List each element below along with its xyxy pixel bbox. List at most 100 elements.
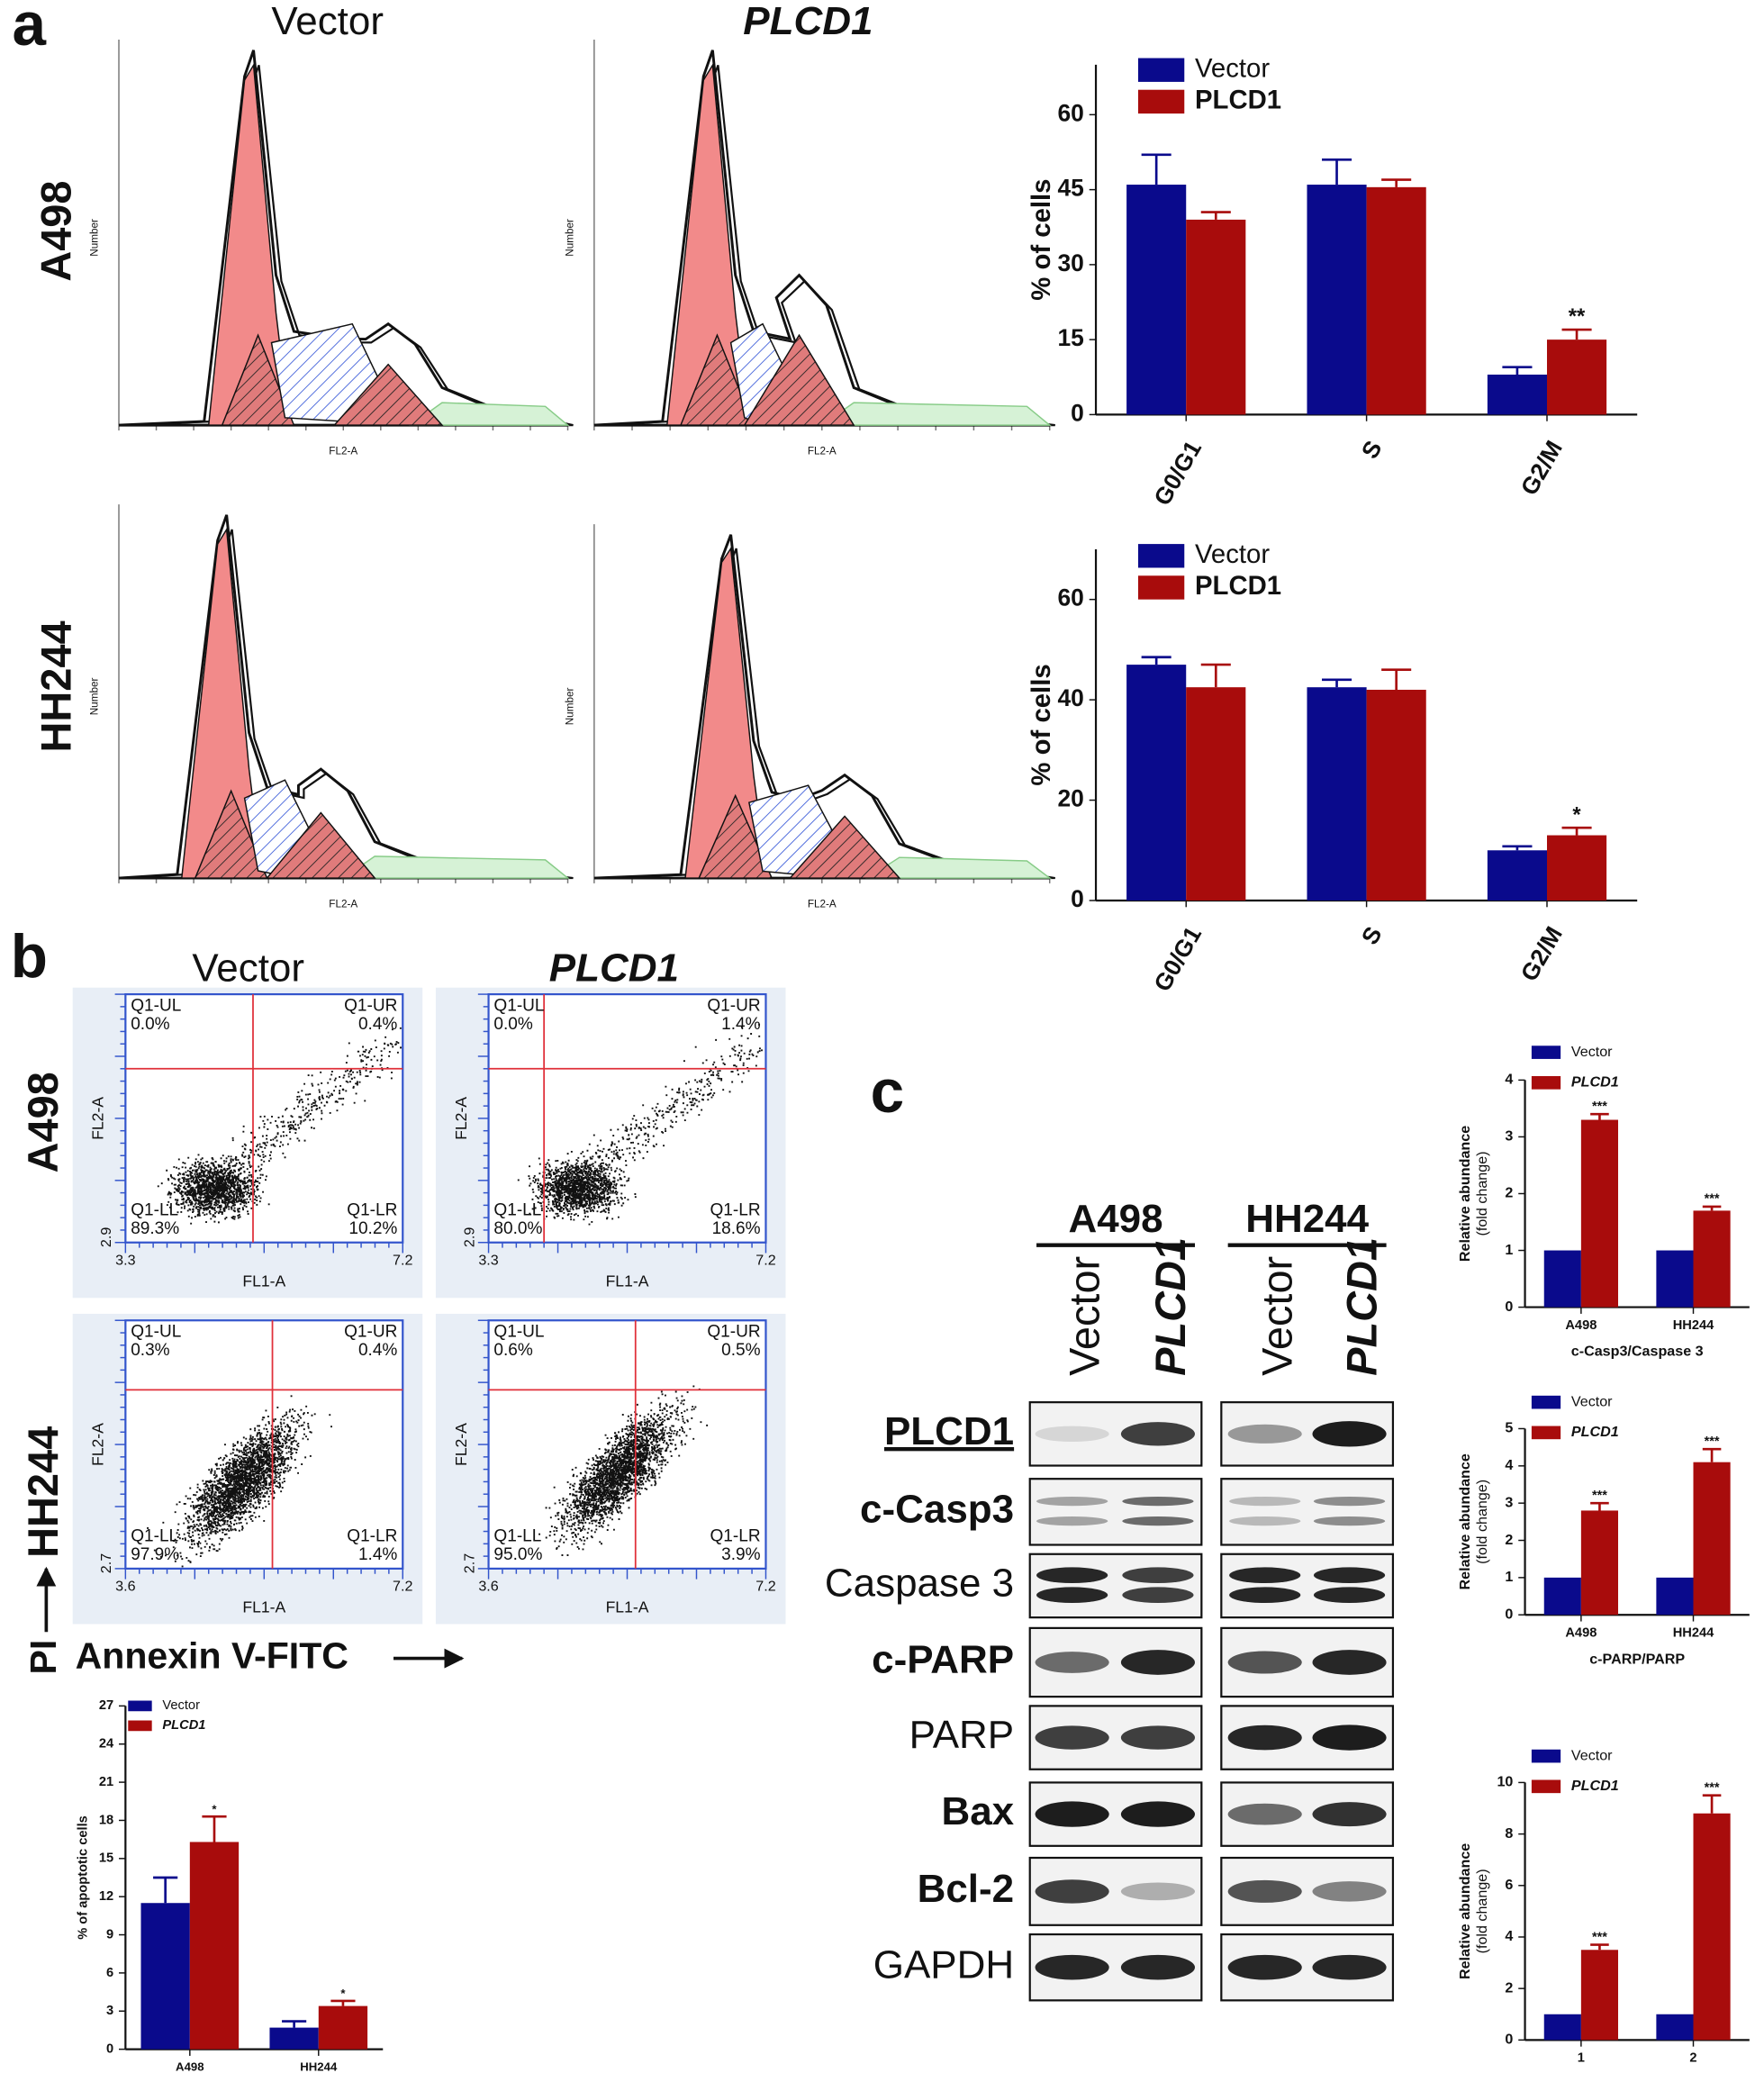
quadrant-percent: 0.6%: [493, 1341, 532, 1360]
y-tick-label: 1: [1505, 1569, 1513, 1585]
x-axis-label: c-Casp3/Caspase 3: [1571, 1344, 1704, 1360]
hist-x-label: FL2-A: [329, 446, 357, 457]
bar: [1693, 1462, 1731, 1616]
hist-y-label: Number: [89, 678, 101, 716]
error-bar: [1590, 1501, 1609, 1511]
quadrant-name: Q1-LR: [710, 1201, 760, 1220]
axis-caption: Annexin V-FITC: [76, 1634, 348, 1676]
blot-frame: [1028, 1552, 1203, 1619]
legend-swatch: [1531, 1395, 1561, 1409]
x-tick-label: A498: [1565, 1626, 1597, 1641]
blot-band: [1229, 1496, 1301, 1507]
scatter-events: [517, 1023, 763, 1226]
blot-band: [1120, 1725, 1195, 1750]
protein-label: c-PARP: [872, 1638, 1014, 1682]
lane-label: PLCD1: [1339, 1237, 1386, 1376]
x-tick-label: A498: [1565, 1318, 1597, 1333]
significance-label: **: [1569, 304, 1586, 329]
blot-band: [1120, 1882, 1195, 1901]
quadrant-percent: 18.6%: [712, 1219, 761, 1238]
quadrant-name: Q1-UR: [344, 996, 397, 1015]
legend-label: Vector: [1571, 1393, 1613, 1409]
error-bar: [1322, 158, 1352, 186]
quadrant-name: Q1-UR: [707, 1322, 760, 1341]
legend-swatch: [1531, 1426, 1561, 1440]
blot-band: [1312, 1881, 1387, 1902]
y-tick-label: 60: [1057, 584, 1083, 611]
y-axis-label: % of cells: [1027, 664, 1056, 785]
bar: [1487, 850, 1547, 901]
lane-label: Vector: [1062, 1256, 1108, 1376]
bar: [1366, 186, 1426, 415]
error-bar: [1200, 211, 1231, 220]
blot-band: [1227, 1724, 1302, 1751]
bar: [1580, 1119, 1619, 1308]
quadrant-name: Q1-UL: [131, 996, 181, 1015]
column-header: Vector: [192, 946, 304, 990]
legend-label: PLCD1: [1195, 571, 1281, 601]
legend-swatch: [1531, 1075, 1561, 1090]
hist-g2-peak: [265, 811, 376, 879]
scatter-x-min: 3.3: [115, 1253, 135, 1269]
scatter-x-label: FL1-A: [606, 1598, 649, 1616]
significance-label: ***: [1592, 1489, 1607, 1503]
y-tick-label: 5: [1505, 1420, 1513, 1436]
significance-label: ***: [1705, 1435, 1720, 1449]
blot-band: [1312, 1650, 1387, 1675]
legend-swatch: [1531, 1779, 1561, 1794]
legend-label: PLCD1: [1571, 1778, 1619, 1794]
significance-label: ***: [1592, 1100, 1607, 1114]
x-tick-label: G0/G1: [1148, 436, 1207, 510]
hist-g2-peak: [332, 363, 444, 426]
blot-band: [1035, 1652, 1109, 1673]
protein-label: GAPDH: [873, 1942, 1014, 1987]
error-bar: [1502, 366, 1533, 375]
y-tick-label: 1: [1505, 1242, 1513, 1258]
error-bar: [1561, 328, 1592, 340]
quadrant-percent: 0.0%: [493, 1015, 532, 1034]
legend-label: PLCD1: [1195, 86, 1281, 115]
quadrant-percent: 0.4%: [358, 1341, 397, 1360]
hist-y-label: Number: [565, 688, 576, 726]
blot-band: [1036, 1516, 1108, 1526]
quadrant-name: Q1-UL: [493, 996, 544, 1015]
scatter-y-min: 2.7: [461, 1553, 477, 1573]
y-tick-label: 2: [1505, 1532, 1513, 1548]
hist-y-label: Number: [565, 219, 576, 257]
blot-frame: [1220, 1478, 1395, 1546]
error-bar: [1322, 678, 1352, 688]
error-bar: [1561, 826, 1592, 836]
x-tick-label: G2/M: [1515, 436, 1568, 500]
y-tick-label: 0: [1505, 2032, 1513, 2048]
scatter-y-min: 2.9: [461, 1227, 477, 1247]
blot-band: [1227, 1954, 1302, 1980]
y-tick-label: 3: [106, 2004, 113, 2018]
blot-band: [1227, 1424, 1302, 1444]
panel-label: b: [11, 923, 48, 991]
error-bar: [1702, 1205, 1722, 1211]
y-axis-label: (fold change): [1474, 1869, 1490, 1953]
blot-band: [1120, 1422, 1195, 1446]
quadrant-percent: 0.4%: [358, 1015, 397, 1034]
y-tick-label: 0: [106, 2041, 113, 2056]
y-tick-label: 0: [1505, 1299, 1513, 1315]
legend-swatch: [1137, 544, 1185, 568]
y-tick-label: 2: [1505, 1979, 1513, 1996]
blot-frame: [1028, 1478, 1203, 1546]
scatter-x-max: 7.2: [755, 1579, 775, 1595]
y-tick-label: 60: [1057, 99, 1083, 126]
protein-label: Bcl-2: [918, 1867, 1015, 1911]
scatter-x-max: 7.2: [755, 1253, 775, 1269]
scatter-events: [147, 1395, 332, 1568]
y-axis-label: Relative abundance: [1457, 1126, 1473, 1262]
quadrant-name: Q1-LL: [493, 1527, 541, 1546]
blot-band: [1035, 1426, 1109, 1443]
y-tick-label: 30: [1057, 249, 1083, 276]
y-tick-label: 45: [1057, 175, 1083, 202]
hist-x-label: FL2-A: [329, 898, 357, 910]
column-header: PLCD1: [743, 0, 873, 43]
scatter-y-label: FL2-A: [89, 1423, 107, 1466]
hist-g2-tail: [864, 856, 1052, 879]
